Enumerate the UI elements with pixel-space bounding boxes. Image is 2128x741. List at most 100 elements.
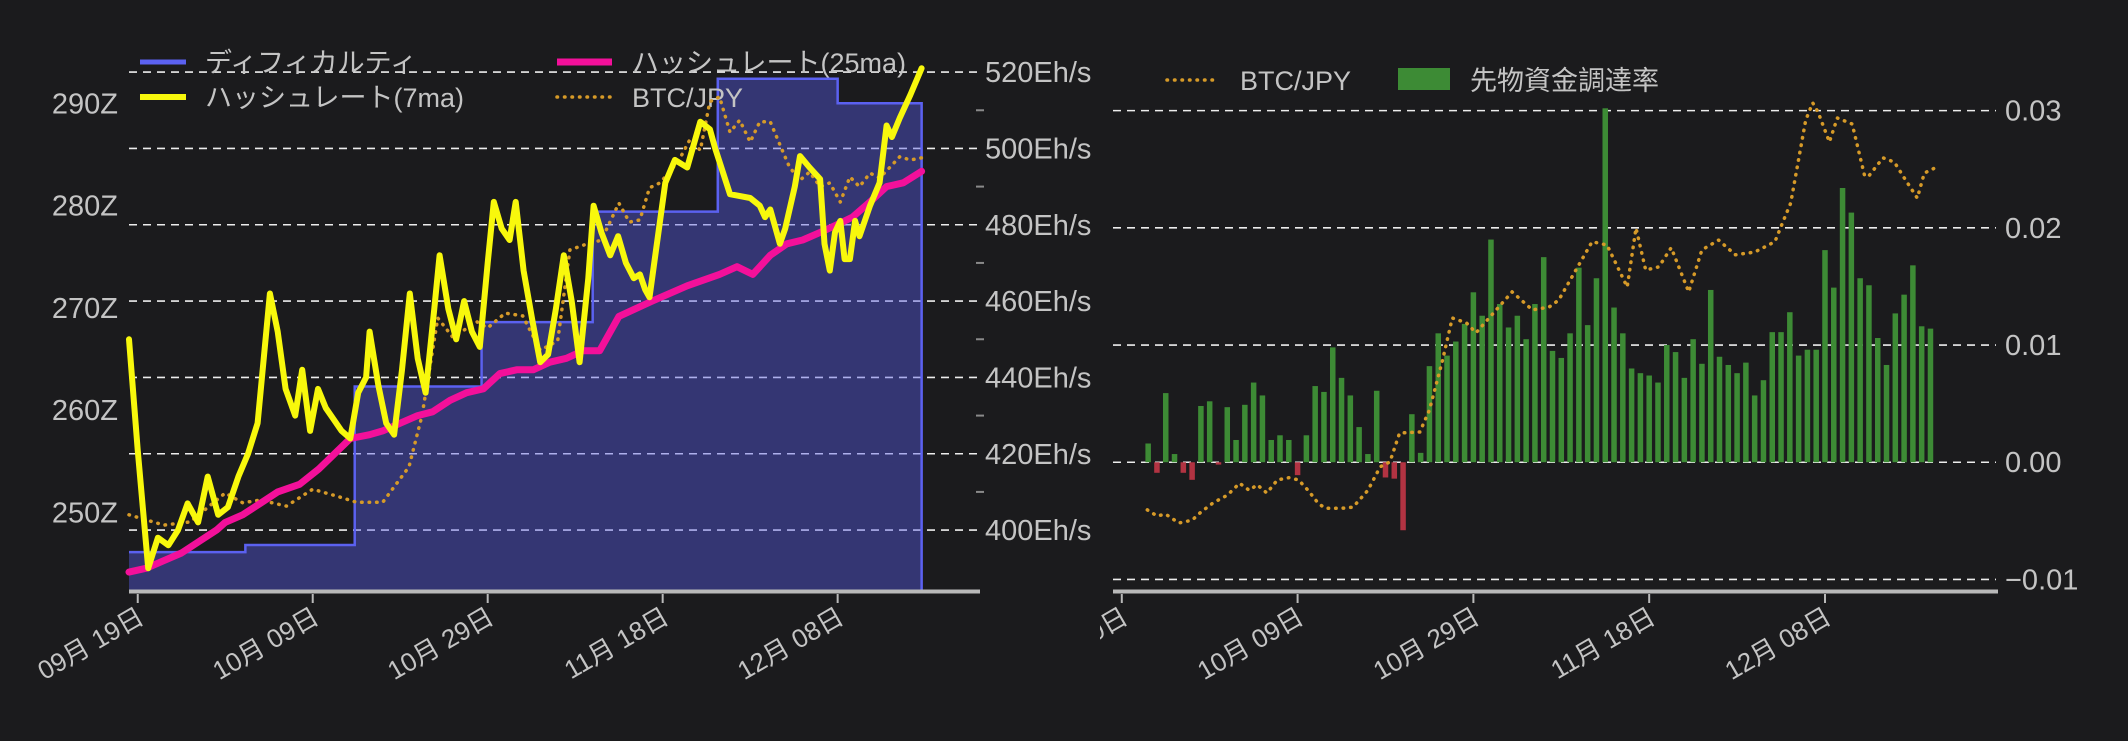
funding-bar bbox=[1725, 364, 1732, 463]
funding-bar bbox=[1391, 462, 1398, 479]
right-axis-label: 0.01 bbox=[2005, 330, 2061, 362]
funding-bar bbox=[1497, 304, 1503, 463]
right-axis-label: −0.01 bbox=[2005, 564, 2078, 596]
btc-jpy-legend-label: BTC/JPY bbox=[1240, 66, 1351, 96]
funding-bar bbox=[1620, 333, 1626, 463]
funding-bar bbox=[1874, 338, 1881, 463]
funding-bar bbox=[1426, 366, 1433, 463]
chart2-legend: BTC/JPY 先物資金調達率 bbox=[1165, 66, 1659, 96]
funding-bar bbox=[1892, 313, 1899, 463]
funding-bar bbox=[1576, 267, 1582, 463]
funding-bar bbox=[1286, 439, 1292, 463]
x-tick-label: 10月 09日 bbox=[1192, 601, 1308, 686]
funding-bar bbox=[1505, 327, 1512, 463]
funding-bar bbox=[1593, 278, 1600, 463]
funding-bar bbox=[1268, 439, 1274, 463]
difficulty-legend-label: ディフィカルティ bbox=[205, 48, 417, 78]
funding-bar bbox=[1514, 315, 1521, 463]
funding-bar bbox=[1628, 368, 1635, 463]
funding-bar bbox=[1866, 285, 1872, 463]
funding-bar bbox=[1637, 373, 1644, 463]
x-tick-label: 10月 29日 bbox=[1368, 601, 1484, 686]
funding-bar bbox=[1778, 332, 1784, 463]
chart2-plot-under-layer bbox=[1113, 108, 1996, 581]
funding-bar bbox=[1584, 325, 1591, 463]
funding-bar bbox=[1672, 352, 1679, 463]
left-axis-label: 290Z bbox=[52, 88, 118, 120]
funding-bar bbox=[1338, 377, 1345, 463]
funding-bar bbox=[1707, 289, 1714, 463]
funding-bar bbox=[1242, 404, 1248, 463]
funding-bar bbox=[1664, 345, 1670, 463]
funding-bar bbox=[1655, 382, 1661, 463]
funding-bar bbox=[1883, 364, 1890, 463]
funding-bar bbox=[1716, 356, 1723, 463]
funding-bar bbox=[1180, 462, 1187, 473]
funding-bar bbox=[1927, 328, 1934, 463]
funding-bar bbox=[1233, 439, 1239, 463]
x-tick-label: 12月 08日 bbox=[1720, 601, 1836, 686]
funding-bar bbox=[1250, 382, 1257, 463]
funding-bar bbox=[1470, 292, 1477, 463]
funding-bar bbox=[1162, 393, 1169, 463]
funding-bar bbox=[1330, 347, 1336, 463]
x-tick-label: 10月 09日 bbox=[207, 601, 323, 686]
right-axis-label: 0.02 bbox=[2005, 213, 2061, 245]
x-tick-label: 12月 08日 bbox=[732, 601, 848, 686]
funding-bar bbox=[1347, 395, 1354, 463]
funding-bar bbox=[1453, 341, 1459, 463]
funding-bar bbox=[1760, 380, 1767, 463]
funding-bar bbox=[1479, 315, 1485, 463]
hashrate_25ma-line bbox=[125, 167, 926, 576]
funding-bar bbox=[1294, 462, 1301, 476]
funding-bar bbox=[1795, 355, 1802, 463]
funding-bar bbox=[1857, 278, 1863, 463]
funding-bar bbox=[1611, 307, 1617, 463]
funding-bar bbox=[1189, 462, 1195, 480]
funding-bar bbox=[1769, 332, 1775, 463]
hashrate-25ma-legend-label: ハッシュレート(25ma) bbox=[632, 48, 906, 78]
funding-bar bbox=[1743, 362, 1749, 463]
funding-bar bbox=[1461, 323, 1468, 463]
funding-bar bbox=[1734, 373, 1740, 463]
left-axis-label: 250Z bbox=[52, 497, 118, 529]
funding-bar bbox=[1171, 454, 1178, 463]
funding-bar bbox=[1848, 212, 1855, 463]
funding-bar bbox=[1787, 312, 1793, 463]
funding-bar bbox=[1356, 427, 1362, 463]
right-axis-label: 400Eh/s bbox=[985, 515, 1091, 547]
right-axis-label: 500Eh/s bbox=[985, 133, 1091, 165]
funding-bar bbox=[1277, 435, 1283, 463]
difficulty-area bbox=[129, 78, 922, 590]
chart1-legend: ディフィカルティ ハッシュレート(7ma) ハッシュレート(25ma) BTC/… bbox=[140, 48, 906, 113]
funding-bar bbox=[1681, 377, 1688, 463]
funding-bar bbox=[1822, 250, 1828, 463]
funding-bar bbox=[1321, 391, 1327, 463]
x-tick-label: 09月 19日 bbox=[1100, 601, 1133, 686]
funding-bar bbox=[1549, 350, 1556, 463]
funding-rate-legend-label: 先物資金調達率 bbox=[1470, 66, 1659, 96]
chart1-plot-under-layer bbox=[129, 71, 978, 590]
right-axis-label: 440Eh/s bbox=[985, 362, 1091, 394]
right-axis-label: 0.00 bbox=[2005, 447, 2061, 479]
left-axis-label: 260Z bbox=[52, 395, 118, 427]
funding-bar bbox=[1382, 462, 1389, 478]
funding-bar bbox=[1435, 333, 1441, 463]
funding-bar bbox=[1312, 386, 1318, 463]
funding-bar bbox=[1839, 187, 1846, 463]
funding-bar bbox=[1558, 357, 1565, 463]
funding-bar bbox=[1540, 257, 1547, 463]
funding-bar bbox=[1690, 339, 1696, 463]
funding-bar bbox=[1910, 265, 1916, 463]
funding-bar bbox=[1444, 355, 1450, 463]
funding-bar bbox=[1901, 294, 1907, 463]
funding-bar bbox=[1602, 108, 1608, 463]
x-tick-label: 11月 18日 bbox=[559, 601, 674, 685]
funding-bar bbox=[1523, 339, 1529, 463]
funding-bar bbox=[1804, 349, 1811, 463]
hashrate_7ma-line bbox=[126, 65, 925, 572]
funding-bar bbox=[1699, 363, 1705, 463]
funding-bar bbox=[1400, 462, 1406, 531]
right-axis-label: 520Eh/s bbox=[985, 57, 1091, 89]
